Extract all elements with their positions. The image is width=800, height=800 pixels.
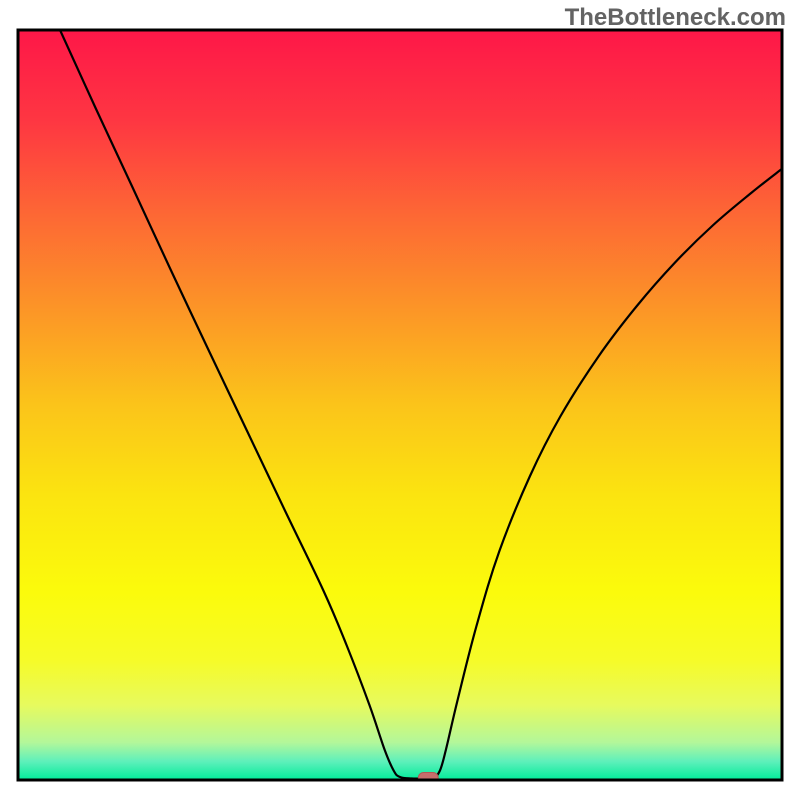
chart-svg [0, 0, 800, 800]
watermark-text: TheBottleneck.com [565, 4, 786, 32]
plot-background [18, 30, 782, 780]
chart-stage: TheBottleneck.com [0, 0, 800, 800]
